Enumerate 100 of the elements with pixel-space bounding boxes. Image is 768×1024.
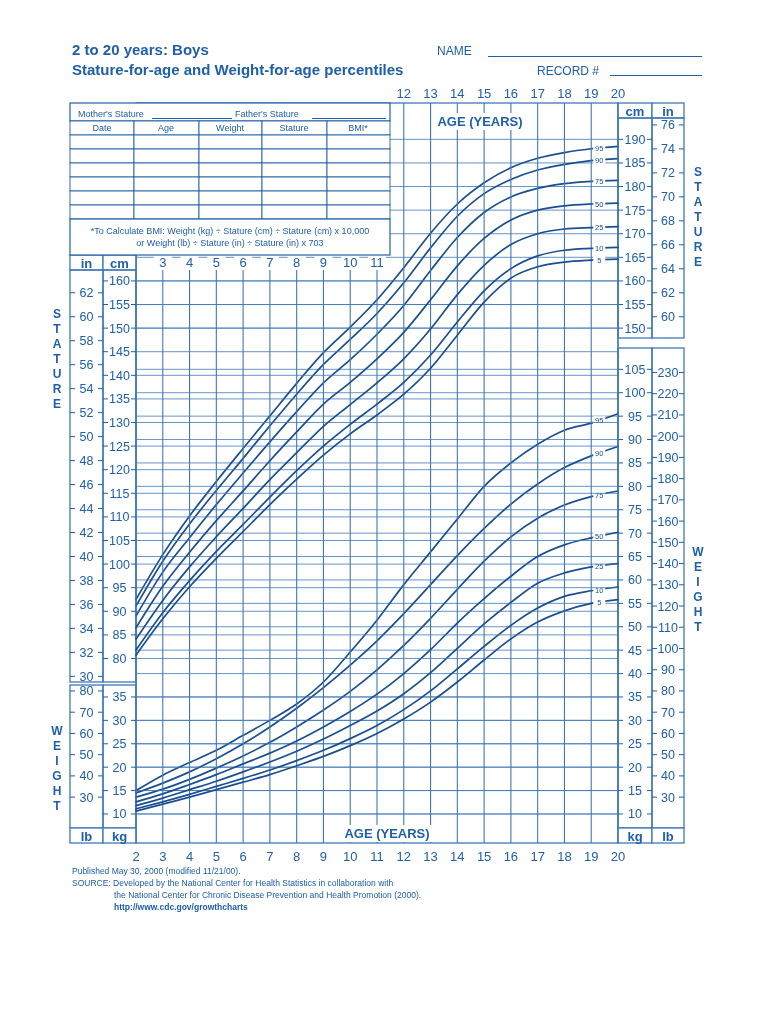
y2-tick-label: 44 bbox=[79, 502, 94, 517]
y2-axis-title: lb bbox=[662, 829, 674, 844]
y-tick-label: 95 bbox=[112, 581, 127, 596]
x-tick-label: 5 bbox=[212, 255, 220, 270]
annotation: Mother's Stature bbox=[78, 109, 144, 119]
y-tick-label: 60 bbox=[628, 573, 642, 588]
y2-tick-label: 110 bbox=[658, 620, 679, 635]
text: http://www.cdc.gov/growthcharts bbox=[114, 902, 249, 912]
x-tick-label: 20 bbox=[610, 849, 626, 864]
y-tick-label: 35 bbox=[628, 690, 642, 705]
y-tick-label: 30 bbox=[628, 713, 642, 728]
annotation: Stature bbox=[279, 123, 309, 133]
y2-tick-label: 180 bbox=[657, 472, 679, 487]
y2-tick-label: 80 bbox=[661, 684, 675, 699]
y-tick-label: 120 bbox=[109, 463, 130, 478]
y2-tick-label: 40 bbox=[661, 769, 675, 784]
y-tick-label: 180 bbox=[624, 180, 646, 195]
y2-tick-label: 100 bbox=[657, 642, 679, 656]
y2-tick-label: 46 bbox=[79, 478, 94, 493]
y2-tick-label: 30 bbox=[79, 790, 94, 805]
y2-tick-label: 64 bbox=[661, 262, 675, 277]
y-tick-label: 15 bbox=[628, 784, 642, 799]
x-tick-label: 9 bbox=[319, 849, 328, 864]
y2-tick-label: 200 bbox=[657, 429, 679, 444]
x-tick-label: 17 bbox=[530, 849, 545, 864]
y2-tick-label: 140 bbox=[657, 557, 679, 572]
y2-tick-label: 66 bbox=[661, 238, 675, 253]
x2-tick-label: 18 bbox=[557, 86, 572, 101]
y-tick-label: 55 bbox=[628, 596, 642, 611]
y-tick-label: 165 bbox=[624, 250, 646, 265]
y2-tick-label: 150 bbox=[657, 535, 679, 550]
y-tick-label: 85 bbox=[112, 628, 127, 643]
x-tick-label: 9 bbox=[319, 255, 328, 270]
y2-tick-label: 60 bbox=[661, 310, 675, 325]
y2-tick-label: 36 bbox=[79, 597, 94, 612]
y2-axis-title: lb bbox=[80, 829, 93, 844]
y-tick-label: 115 bbox=[109, 486, 130, 501]
y-tick-label: 20 bbox=[628, 760, 642, 775]
y2-tick-label: 50 bbox=[79, 748, 94, 763]
annotation: Weight bbox=[216, 123, 245, 133]
x-tick-label: 4 bbox=[185, 255, 194, 270]
text: Date bbox=[92, 123, 112, 133]
x-tick-label: 8 bbox=[293, 849, 301, 864]
chart-title: 2 to 20 years: Boys bbox=[72, 41, 209, 58]
y-tick-label: 160 bbox=[109, 274, 130, 289]
annotation: Father's Stature bbox=[235, 109, 299, 119]
y-tick-label: 25 bbox=[628, 737, 642, 752]
y-tick-label: 100 bbox=[109, 557, 130, 572]
y-tick-label: 170 bbox=[624, 227, 646, 242]
y2-tick-label: 60 bbox=[79, 726, 94, 741]
y-tick-label: 30 bbox=[112, 713, 127, 728]
x2-tick-label: 15 bbox=[476, 86, 492, 101]
y-tick-label: 10 bbox=[112, 807, 127, 822]
y2-tick-label: 70 bbox=[661, 705, 675, 720]
y-tick-label: 80 bbox=[628, 479, 642, 494]
x-tick-label: 7 bbox=[266, 255, 274, 270]
x2-tick-label: 12 bbox=[396, 86, 412, 101]
y2-tick-label: 160 bbox=[657, 514, 679, 529]
y-axis-title: kg bbox=[627, 829, 643, 844]
y2-tick-label: 56 bbox=[79, 358, 94, 373]
y-axis-title: cm bbox=[625, 104, 645, 119]
text: STATURE bbox=[693, 165, 703, 269]
y2-tick-label: 62 bbox=[661, 286, 675, 301]
y-tick-label: 130 bbox=[109, 416, 130, 430]
x-tick-label: 10 bbox=[342, 849, 358, 864]
x-tick-label: 6 bbox=[239, 255, 247, 270]
y-tick-label: 50 bbox=[628, 620, 642, 635]
y2-tick-label: 60 bbox=[79, 310, 94, 325]
y2-tick-label: 80 bbox=[79, 684, 94, 699]
y-axis-title: kg bbox=[111, 829, 128, 844]
y2-tick-label: 170 bbox=[657, 493, 679, 508]
text: NAME bbox=[437, 44, 472, 58]
x2-tick-label: 16 bbox=[503, 86, 519, 101]
x2-tick-label: 13 bbox=[423, 86, 438, 101]
y2-tick-label: 48 bbox=[79, 454, 94, 469]
y-tick-label: 65 bbox=[628, 550, 642, 565]
y-tick-label: 175 bbox=[624, 203, 646, 218]
y2-tick-label: 52 bbox=[79, 406, 94, 421]
y-tick-label: 105 bbox=[624, 362, 646, 377]
y2-axis-title: in bbox=[80, 256, 93, 271]
x-tick-label: 18 bbox=[557, 849, 572, 864]
y-tick-label: 185 bbox=[624, 156, 646, 171]
source-note: SOURCE: Developed by the National Center for Health Statistics in collaboration with bbox=[72, 878, 394, 888]
y2-tick-label: 32 bbox=[79, 645, 94, 660]
y-tick-label: 20 bbox=[112, 760, 127, 775]
y2-tick-label: 68 bbox=[661, 214, 675, 229]
x-tick-label: 10 bbox=[342, 255, 358, 270]
x-tick-label: 6 bbox=[239, 849, 247, 864]
y-tick-label: 45 bbox=[628, 643, 642, 658]
y-tick-label: 140 bbox=[109, 368, 130, 383]
y2-tick-label: 34 bbox=[79, 621, 94, 636]
x-tick-label: 16 bbox=[503, 849, 519, 864]
annotation: Age bbox=[157, 123, 175, 133]
annotation: or Weight (lb) ÷ Stature (in) ÷ Stature (in) x 703 bbox=[136, 238, 324, 248]
annotation: BMI* bbox=[348, 123, 369, 133]
y-tick-label: 150 bbox=[109, 321, 130, 336]
x2-tick-label: 17 bbox=[530, 86, 545, 101]
x2-tick-label: 19 bbox=[583, 86, 599, 101]
y-tick-label: 80 bbox=[112, 651, 127, 666]
text: STATURE bbox=[52, 307, 62, 411]
